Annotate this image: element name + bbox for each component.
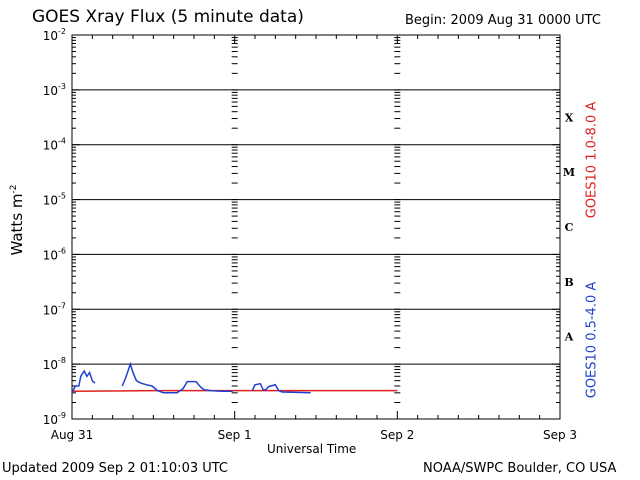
flare-class-label: M <box>563 166 575 179</box>
x-tick-label: Sep 1 <box>218 428 252 442</box>
y-tick-label: 10-9 <box>43 411 66 427</box>
x-tick-label: Sep 2 <box>380 428 414 442</box>
flare-class-label: B <box>564 276 573 289</box>
long-channel-line <box>71 389 398 393</box>
updated-timestamp: Updated 2009 Sep 2 01:10:03 UTC <box>2 461 229 476</box>
y-tick-label: 10-7 <box>43 301 66 317</box>
legend-long-channel: GOES10 1.0-8.0 A <box>584 101 600 219</box>
short-channel-line <box>251 382 311 394</box>
short-channel-line <box>71 369 96 394</box>
y-tick-label: 10-6 <box>43 246 66 262</box>
chart-title: GOES Xray Flux (5 minute data) <box>32 7 304 27</box>
x-tick-label: Aug 31 <box>51 428 94 442</box>
short-channel-line <box>121 361 233 394</box>
y-tick-label: 10-2 <box>43 27 66 43</box>
y-tick-label: 10-4 <box>43 137 66 153</box>
y-tick-label: 10-5 <box>43 192 66 208</box>
x-axis-label: Universal Time <box>267 442 357 456</box>
x-tick-label: Sep 3 <box>543 428 577 442</box>
plot-frame <box>71 34 561 420</box>
flare-class-label: C <box>565 221 574 234</box>
y-tick-label: 10-3 <box>43 82 66 98</box>
y-tick-label: 10-8 <box>43 356 66 372</box>
flare-class-label: X <box>565 111 574 124</box>
flare-class-label: A <box>564 331 574 344</box>
y-axis-label: Watts m-2 <box>8 184 26 256</box>
legend-short-channel: GOES10 0.5-4.0 A <box>584 281 600 399</box>
data-credit: NOAA/SWPC Boulder, CO USA <box>423 461 617 476</box>
begin-time: Begin: 2009 Aug 31 0000 UTC <box>405 13 601 28</box>
